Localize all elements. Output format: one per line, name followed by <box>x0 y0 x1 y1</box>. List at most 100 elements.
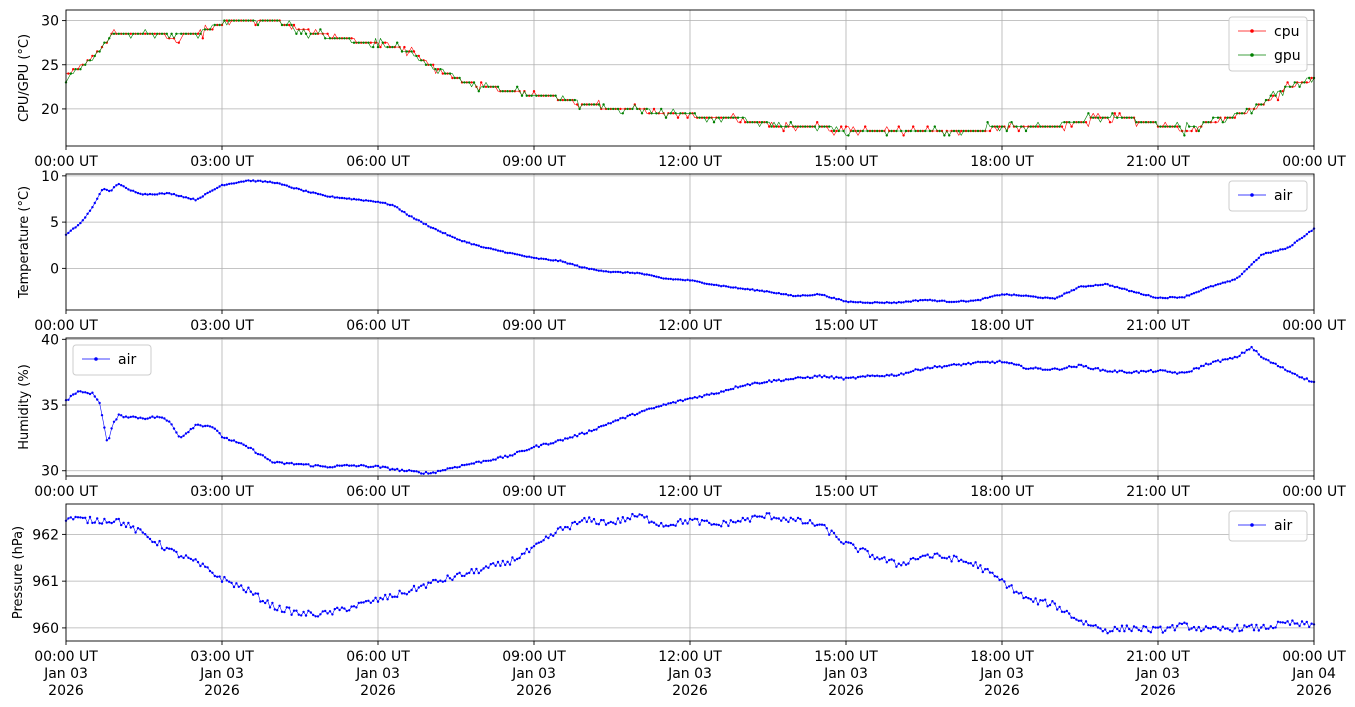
data-point <box>1027 597 1030 600</box>
data-point <box>636 107 639 111</box>
data-point <box>902 561 905 564</box>
data-point <box>1108 370 1112 373</box>
data-point <box>441 580 444 583</box>
data-point <box>746 517 749 520</box>
data-point <box>379 201 382 204</box>
data-point <box>182 196 185 199</box>
data-point <box>400 468 404 471</box>
data-point <box>861 547 864 550</box>
data-point <box>1303 623 1306 626</box>
data-point <box>1164 296 1167 300</box>
data-point <box>849 300 852 303</box>
data-point <box>864 125 867 128</box>
data-point <box>660 521 663 525</box>
data-point <box>127 416 130 419</box>
data-point <box>391 45 394 49</box>
x-tick-label: 18:00 UT <box>970 484 1034 500</box>
data-point <box>146 535 149 539</box>
data-point <box>681 399 684 403</box>
data-point <box>703 394 706 397</box>
data-point <box>463 463 466 467</box>
data-point <box>578 432 581 435</box>
data-point <box>1240 629 1244 632</box>
data-point <box>1072 616 1076 620</box>
data-point <box>1200 629 1203 633</box>
data-point <box>487 246 490 250</box>
data-point <box>1267 251 1270 254</box>
data-point <box>98 192 101 196</box>
data-point <box>645 107 648 111</box>
data-point <box>962 299 965 303</box>
data-point <box>988 295 992 299</box>
data-point <box>1125 624 1129 627</box>
data-point <box>897 373 900 377</box>
data-point <box>446 467 449 470</box>
data-point <box>933 365 936 368</box>
data-point <box>890 129 893 133</box>
data-point <box>525 255 528 258</box>
data-point <box>189 557 192 561</box>
data-point <box>804 294 807 297</box>
data-point <box>828 125 831 128</box>
data-point <box>1156 626 1160 629</box>
data-point <box>237 585 240 588</box>
data-point <box>883 375 886 378</box>
data-point <box>228 19 231 22</box>
data-point <box>496 456 500 459</box>
data-point <box>530 446 533 450</box>
data-point <box>775 292 778 295</box>
data-point <box>379 45 382 49</box>
data-point <box>367 599 370 602</box>
data-point <box>1003 361 1006 364</box>
data-point <box>348 37 351 40</box>
data-point <box>1128 289 1131 293</box>
data-point <box>256 452 260 456</box>
data-point <box>540 257 543 260</box>
x-tick-label: 12:00 UT <box>658 484 722 500</box>
data-point <box>1027 294 1030 298</box>
data-point <box>532 545 536 548</box>
data-point <box>902 134 905 137</box>
data-point <box>837 376 840 379</box>
data-point <box>379 466 382 469</box>
data-point <box>597 523 600 526</box>
data-point <box>134 191 137 194</box>
data-point <box>184 196 188 199</box>
data-point <box>1152 296 1155 299</box>
data-point <box>991 360 994 363</box>
data-point <box>547 443 550 446</box>
x-tick-label: 21:00 UT Jan 03 2026 <box>1126 649 1190 699</box>
data-point <box>952 129 956 133</box>
data-point <box>470 568 473 571</box>
data-point <box>1195 129 1198 133</box>
data-point <box>988 571 992 574</box>
data-point <box>259 600 262 603</box>
data-point <box>585 432 588 435</box>
data-point <box>885 561 888 564</box>
data-point <box>1068 612 1071 615</box>
data-point <box>415 470 418 473</box>
data-point <box>1147 293 1150 297</box>
data-point <box>1308 230 1311 234</box>
data-point <box>652 107 656 111</box>
data-point <box>211 28 214 31</box>
data-point <box>542 257 545 261</box>
data-point <box>398 208 401 211</box>
data-point <box>885 134 888 137</box>
data-point <box>655 112 658 115</box>
data-point <box>933 125 936 128</box>
data-point <box>765 290 768 293</box>
data-point <box>230 439 233 442</box>
data-point <box>825 375 828 379</box>
data-point <box>547 258 550 261</box>
data-point <box>607 521 610 525</box>
data-point <box>153 193 156 196</box>
data-point <box>336 196 339 199</box>
data-point <box>1274 94 1277 97</box>
data-point <box>297 187 300 191</box>
data-point <box>1164 125 1167 128</box>
data-point <box>732 116 735 119</box>
data-point <box>525 94 528 97</box>
data-point <box>213 427 216 430</box>
data-point <box>1000 125 1004 128</box>
